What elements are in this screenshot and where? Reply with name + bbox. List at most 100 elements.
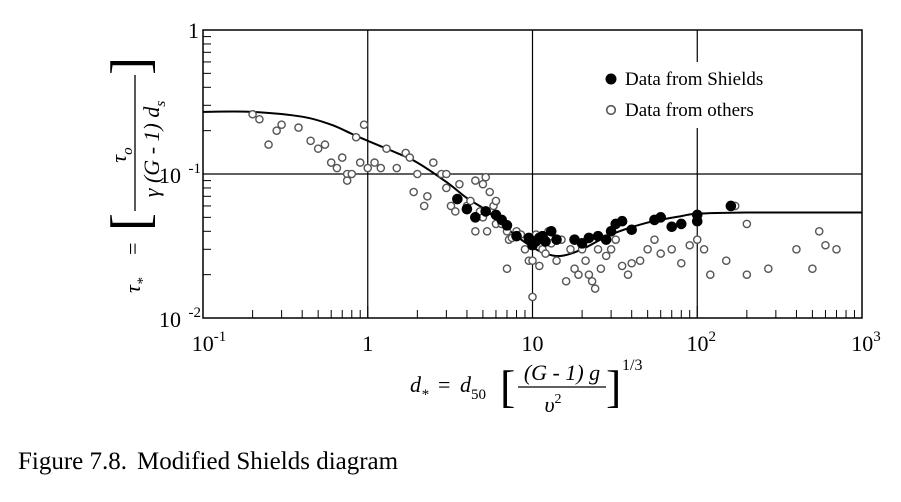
point-others — [481, 172, 491, 182]
point-others — [306, 136, 315, 146]
point-others — [656, 249, 666, 258]
legend-marker-others — [605, 104, 617, 116]
point-others — [541, 249, 550, 258]
minor-ticks — [202, 36, 855, 319]
point-others — [294, 123, 303, 132]
point-others — [446, 201, 456, 211]
point-others — [264, 140, 273, 149]
point-others — [491, 196, 501, 206]
point-others — [742, 219, 752, 229]
point-others — [742, 270, 752, 279]
point-others — [351, 132, 361, 142]
point-others — [699, 244, 709, 254]
point-others — [502, 264, 512, 273]
point-others — [611, 235, 621, 244]
point-shields — [675, 218, 687, 230]
svg-text:τ*: τ* — [120, 277, 151, 293]
x-label-left-bracket: [ — [500, 361, 515, 412]
x-axis-label: d* = d50 [ (G - 1) g υ2 ] 1/3 — [410, 357, 642, 417]
point-others — [692, 235, 702, 244]
x-label-power: 1/3 — [622, 357, 642, 374]
point-others — [429, 158, 438, 167]
point-others — [596, 264, 606, 273]
point-others — [313, 144, 323, 153]
figure-title: Modified Shields diagram — [137, 448, 399, 475]
point-others — [808, 264, 817, 273]
legend-label-shields: Data from Shields — [625, 69, 763, 90]
legend: Data from Shields Data from others — [593, 62, 807, 128]
legend-label-others: Data from others — [625, 100, 754, 121]
point-others — [792, 244, 801, 254]
point-others — [355, 158, 365, 167]
x-tick-label: 10-1 — [192, 329, 227, 356]
x-tick-label: 103 — [851, 329, 881, 356]
point-others — [347, 169, 357, 179]
point-others — [601, 251, 611, 261]
point-others — [623, 270, 633, 279]
svg-text:τo: τo — [106, 147, 136, 163]
point-others — [255, 114, 264, 124]
point-others — [409, 187, 418, 197]
point-others — [581, 256, 590, 265]
y-tick-label: 10 — [159, 163, 181, 188]
point-shields — [501, 220, 513, 231]
point-others — [442, 169, 451, 179]
x-tick-label: 10 — [522, 331, 544, 356]
point-others — [419, 201, 429, 211]
point-others — [561, 276, 571, 286]
x-label-denominator-sup: 2 — [555, 392, 562, 407]
x-label-numerator: (G - 1) g — [524, 360, 600, 385]
point-others — [635, 256, 645, 265]
figure-caption: Figure 7.8. Modified Shields diagram — [18, 448, 398, 476]
x-tick-label: 102 — [687, 329, 717, 356]
point-others — [650, 235, 659, 244]
y-tick-label: 10 — [159, 307, 181, 332]
y-axis-label: τ* = [ τo γ (G - 1) ds ] — [100, 57, 169, 293]
y-tick-label: 1 — [188, 18, 199, 43]
y-label-right-bracket: ] — [100, 57, 160, 75]
point-others — [332, 163, 342, 173]
y-label-lhs: τ — [120, 284, 145, 293]
point-others — [466, 196, 475, 206]
y-label-lhs-sub: * — [135, 277, 151, 285]
point-others — [520, 244, 530, 254]
y-label-denominator-sub: s — [153, 101, 169, 107]
x-label-equals: = — [438, 372, 450, 397]
point-others — [574, 270, 583, 279]
point-others — [814, 227, 824, 236]
point-others — [643, 244, 652, 254]
point-shields — [480, 206, 492, 217]
y-label-numerator: τ — [106, 154, 131, 163]
svg-text:d50: d50 — [460, 372, 486, 403]
point-others — [685, 240, 695, 250]
y-tick-exponent: -1 — [189, 161, 202, 177]
point-others — [528, 256, 537, 265]
point-others — [606, 244, 616, 254]
point-shields — [725, 200, 737, 212]
point-shields — [616, 215, 628, 227]
y-label-equals: = — [120, 243, 145, 255]
point-others — [482, 227, 492, 236]
y-tick-exponent: -2 — [189, 305, 202, 321]
svg-text:d*: d* — [410, 372, 429, 403]
point-others — [442, 183, 451, 193]
point-others — [337, 153, 347, 162]
y-label-left-bracket: [ — [100, 213, 160, 231]
point-others — [471, 176, 480, 185]
point-shields — [576, 238, 588, 249]
point-others — [478, 179, 488, 189]
y-label-denominator: γ (G - 1) d — [139, 106, 164, 198]
point-others — [359, 120, 369, 129]
point-others — [423, 192, 432, 201]
point-others — [705, 270, 715, 279]
point-others — [471, 227, 480, 236]
point-others — [535, 261, 544, 271]
point-shields — [666, 221, 678, 233]
x-label-d50: d — [460, 372, 472, 397]
svg-text:γ (G - 1) ds: γ (G - 1) ds — [139, 101, 169, 198]
point-others — [587, 276, 597, 286]
point-others — [326, 158, 336, 167]
point-others — [370, 158, 379, 167]
point-shields — [691, 209, 703, 221]
